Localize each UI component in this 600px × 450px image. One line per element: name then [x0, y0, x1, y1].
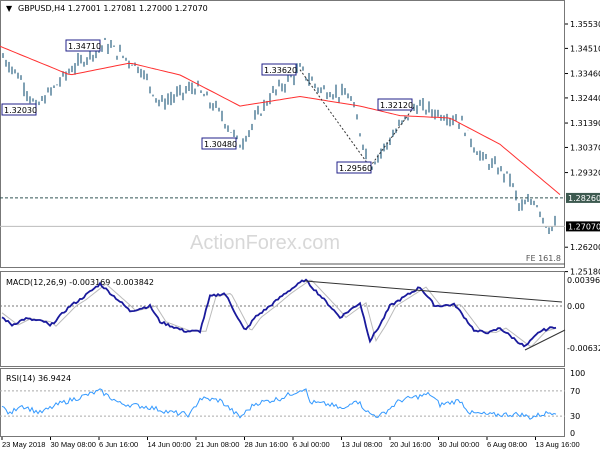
rsi-line [1, 388, 557, 420]
x-axis-label: 30 May 08:00 [51, 440, 96, 449]
swing-label-box [65, 39, 101, 52]
x-axis-label: 20 Jul 16:00 [390, 440, 431, 449]
price-axis-label: 1.33460 [570, 70, 600, 79]
x-axis-label: 6 Aug 08:00 [487, 440, 527, 449]
swing-label: 1.33620 [264, 66, 297, 75]
macd-line [1, 278, 557, 348]
macd-axis-label: -0.006324 [567, 344, 600, 353]
swing-label-box [377, 98, 413, 111]
price-tag [566, 221, 600, 232]
price-axis-label: 1.26200 [570, 243, 600, 252]
price-tag-label: 1.28260 [568, 194, 600, 203]
fib-line [369, 105, 416, 168]
swing-label-box [261, 63, 297, 76]
rsi-title: RSI(14) 36.9424 [6, 374, 71, 383]
price-axis-label: 1.29320 [570, 169, 600, 178]
rsi-axis-label: 70 [570, 387, 580, 396]
macd-axis-label: 0.003964 [567, 276, 600, 285]
macd-axis-label: 0.00 [567, 302, 585, 311]
price-axis-label: 1.30370 [570, 143, 600, 152]
x-axis-label: 13 Aug 16:00 [536, 440, 580, 449]
price-title: GBPUSD,H4 1.27001 1.27081 1.27000 1.2707… [18, 4, 208, 13]
x-axis-label: 30 Jul 00:00 [439, 440, 480, 449]
rsi-axis-label: 30 [570, 412, 580, 421]
x-axis-label: 14 Jun 00:00 [148, 440, 191, 449]
rsi-axis-label: 100 [570, 369, 585, 378]
price-panel [0, 0, 565, 268]
price-axis-label: 1.34510 [570, 44, 600, 53]
x-axis-label: 6 Jun 16:00 [99, 440, 138, 449]
swing-label-box [1, 103, 37, 116]
x-axis-label: 6 Jul 00:00 [293, 440, 330, 449]
swing-label: 1.32120 [380, 101, 413, 110]
x-axis-label: 23 May 2018 [2, 440, 45, 449]
fe-label: FE 161.8 [526, 254, 561, 263]
macd-trendline [304, 280, 563, 303]
macd-signal-line [1, 279, 557, 347]
x-axis-label: 28 Jun 16:00 [245, 440, 288, 449]
price-axis-label: 1.25180 [570, 268, 600, 277]
price-tag [566, 192, 600, 203]
x-axis-label: 21 Jun 08:00 [196, 440, 239, 449]
price-axis-label: 1.35530 [570, 20, 600, 29]
swing-label-box [201, 137, 237, 150]
swing-label-box [336, 161, 372, 174]
swing-label: 1.32030 [4, 106, 37, 115]
rsi-axis-label: 0 [570, 429, 575, 438]
swing-label: 1.30480 [204, 140, 237, 149]
swing-label: 1.34710 [68, 42, 101, 51]
moving-average-line [0, 45, 561, 195]
symbol-dropdown-icon[interactable]: ▼ [6, 4, 13, 13]
watermark: ActionForex.com [190, 232, 341, 254]
swing-label: 1.29560 [339, 164, 372, 173]
x-axis-label: 13 Jul 08:00 [342, 440, 383, 449]
fib-line [299, 69, 371, 168]
macd-trendline [524, 329, 566, 351]
rsi-panel [0, 368, 565, 437]
macd-title: MACD(12,26,9) -0.003169 -0.003842 [6, 278, 154, 287]
price-axis-label: 1.31390 [570, 119, 600, 128]
price-tag-label: 1.27070 [568, 222, 600, 231]
price-axis-label: 1.32440 [570, 94, 600, 103]
macd-panel [0, 271, 565, 367]
